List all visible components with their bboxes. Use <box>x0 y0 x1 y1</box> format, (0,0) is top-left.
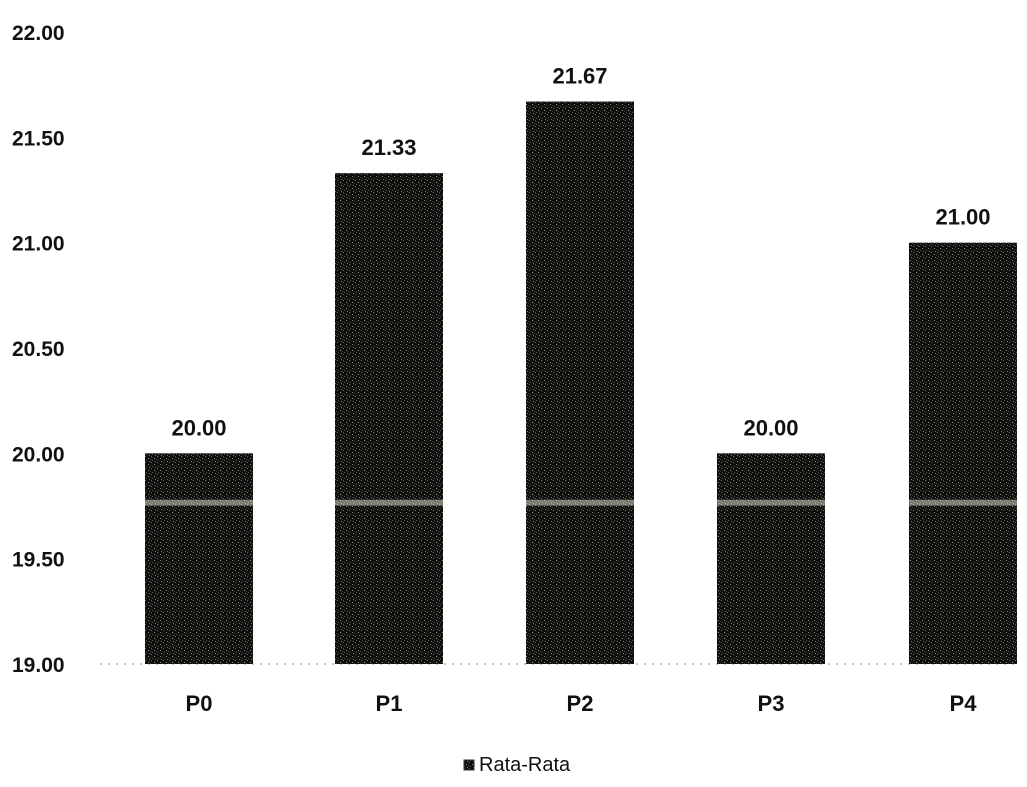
data-label: 21.00 <box>935 205 990 230</box>
bar-highlight-band <box>145 499 253 506</box>
data-label: 20.00 <box>743 415 798 440</box>
y-tick-label: 20.00 <box>12 443 65 466</box>
y-tick-label: 20.50 <box>12 338 65 361</box>
legend-swatch <box>463 759 475 771</box>
bar-highlight-band <box>526 499 634 506</box>
bar-highlight-band <box>909 499 1017 506</box>
data-label: 21.33 <box>361 135 416 160</box>
bars <box>145 101 1017 664</box>
y-tick-label: 19.50 <box>12 549 65 572</box>
bar-p4 <box>909 242 1017 664</box>
data-label: 20.00 <box>171 415 226 440</box>
legend-label: Rata-Rata <box>479 754 571 776</box>
x-axis: P0 P1 P2 P3 P4 <box>186 691 978 716</box>
x-tick-label: P2 <box>567 691 594 716</box>
x-tick-label: P0 <box>186 691 213 716</box>
x-tick-label: P4 <box>950 691 978 716</box>
y-tick-label: 21.00 <box>12 233 65 256</box>
bar-p3 <box>717 453 825 664</box>
x-tick-label: P1 <box>376 691 403 716</box>
bar-p2 <box>526 101 634 664</box>
bar-p1 <box>335 173 443 664</box>
data-labels: 20.00 21.33 21.67 20.00 21.00 <box>171 64 990 441</box>
legend: Rata-Rata <box>463 754 571 776</box>
data-label: 21.67 <box>552 64 607 89</box>
x-tick-label: P3 <box>758 691 785 716</box>
bar-p0 <box>145 453 253 664</box>
y-tick-label: 22.00 <box>12 22 65 45</box>
y-tick-label: 21.50 <box>12 127 65 150</box>
bar-highlight-band <box>717 499 825 506</box>
bar-highlight-band <box>335 499 443 506</box>
y-axis: 19.00 19.50 20.00 20.50 21.00 21.50 22.00 <box>12 22 65 677</box>
y-tick-label: 19.00 <box>12 654 65 677</box>
